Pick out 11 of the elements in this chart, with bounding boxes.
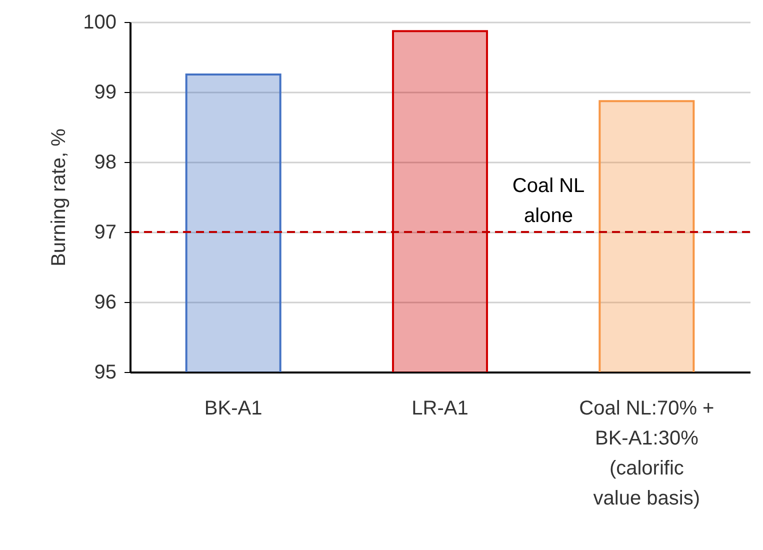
x-tick-label: BK-A1 bbox=[204, 398, 262, 420]
y-tick-label: 95 bbox=[94, 362, 116, 384]
y-tick-label: 100 bbox=[83, 12, 116, 34]
y-axis-title: Burning rate, % bbox=[48, 128, 70, 266]
y-tick-label: 98 bbox=[94, 152, 116, 174]
x-tick-label: LR-A1 bbox=[412, 398, 468, 420]
y-tick-label: 99 bbox=[94, 82, 116, 104]
y-tick-label: 96 bbox=[94, 292, 116, 314]
ref-line-label: Coal NL alone bbox=[512, 175, 585, 227]
x-tick-label: Coal NL:70% + BK-A1:30% (calorific value basis) bbox=[579, 398, 714, 510]
y-tick-label: 97 bbox=[94, 222, 116, 244]
